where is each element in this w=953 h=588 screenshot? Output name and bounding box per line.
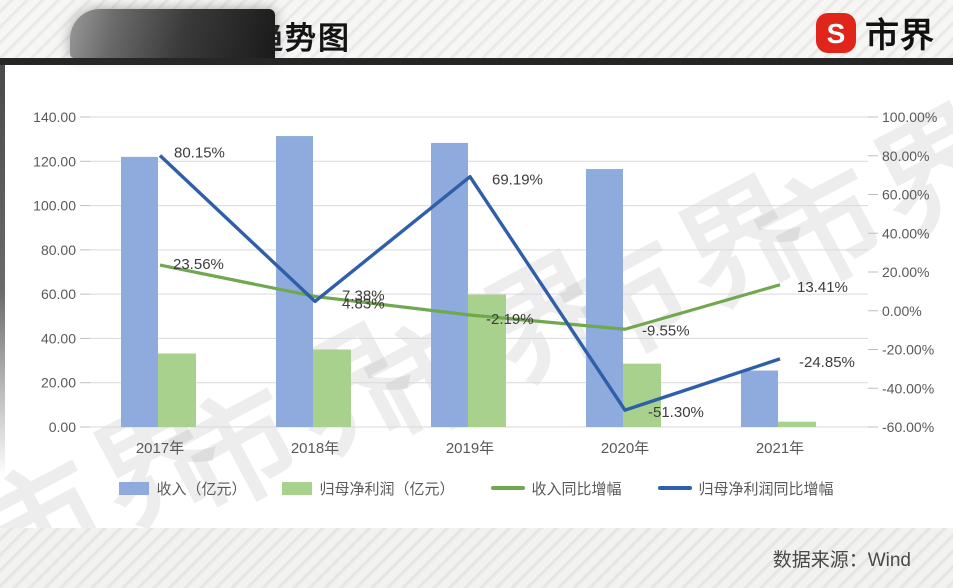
line-revenue-growth [159,263,781,331]
combo-chart: 140.00 120.00 100.00 80.00 60.00 40.00 20.00 0.… [33,109,937,457]
label-revenue-growth: -2.19% [486,311,534,328]
left-axis-tick-label: 100.00 [33,198,76,214]
legend-label-revenue-bar: 收入（亿元） [156,480,247,498]
bar-revenue [121,156,158,427]
x-axis-label: 2018年 [291,440,339,457]
legend-item-revenue-bar: 收入（亿元） [119,478,246,499]
right-axis-tick-label: 40.00% [882,225,929,241]
dark-overlay-object [70,9,275,58]
label-profit-growth: -24.85% [799,354,855,371]
right-axis-tick-label: -60.00% [882,419,934,435]
left-axis-tick-label: 0.00 [49,419,76,435]
chart-legend: 收入（亿元） 归母净利润（亿元） 收入同比增幅 归母净利润同比增幅 [0,476,953,500]
right-axis-tick-label: 0.00% [882,303,922,319]
svg-text:S: S [827,18,846,49]
left-edge-shadow [0,65,5,477]
footer-bar: 数据来源：Wind [0,528,953,588]
legend-item-revenue-growth-line: 收入同比增幅 [490,478,622,499]
x-axis-label: 2020年 [601,440,649,457]
legend-item-profit-bar: 归母净利润（亿元） [282,478,455,499]
x-axis-label: 2019年 [446,440,494,457]
legend-swatch-revenue-growth-line [490,486,525,490]
left-axis-tick-label: 60.00 [41,286,76,302]
header-bar: 趋势图 S 市界 [0,0,953,58]
bar-revenue [741,370,778,427]
label-profit-growth: -51.30% [648,404,704,421]
left-axis-tick-label: 40.00 [41,330,76,346]
left-axis-tick-label: 140.00 [33,109,76,125]
legend-label-profit-growth-line: 归母净利润同比增幅 [698,480,834,498]
bar-profit [623,363,661,427]
legend-swatch-revenue-bar [119,481,150,495]
bar-profit [158,353,196,427]
right-axis-tick-label: -40.00% [882,380,934,396]
left-axis-tick-label: 80.00 [41,242,76,258]
brand-logo-icon: S [816,12,856,53]
legend-label-profit-bar: 归母净利润（亿元） [319,480,455,498]
bar-profit [778,421,816,427]
right-axis-tick-label: 80.00% [882,148,929,164]
label-revenue-growth: 13.41% [797,279,848,296]
brand-logo: S 市界 [815,8,935,57]
bar-profit [313,349,351,427]
label-revenue-growth: 7.38% [342,287,385,304]
legend-item-profit-growth-line: 归母净利润同比增幅 [657,478,834,499]
bar-revenue [586,169,623,427]
right-axis-tick-label: 60.00% [882,187,929,203]
x-axis-label: 2017年 [136,440,184,457]
label-profit-growth: 80.15% [174,144,225,161]
label-revenue-growth: 23.56% [173,256,224,273]
data-source-label: 数据来源：Wind [772,549,911,571]
legend-swatch-profit-growth-line [657,486,692,490]
label-revenue-growth: -9.55% [642,322,690,339]
line-profit-growth [158,154,781,412]
legend-swatch-profit-bar [282,481,313,495]
left-axis-tick-label: 120.00 [33,153,76,169]
header-divider [0,58,953,65]
label-profit-growth: 69.19% [492,172,543,189]
legend-label-revenue-growth-line: 收入同比增幅 [531,480,622,498]
chart-area: 市界 市界 市界 市界 市界 140.00120.00100.0080.0060… [0,65,953,588]
right-axis-tick-label: 100.00% [882,109,937,125]
brand-logo-text: 市界 [865,17,935,55]
right-axis-tick-label: 20.00% [882,264,929,280]
bar-revenue [431,142,468,427]
x-axis-label: 2021年 [756,440,804,457]
right-axis-tick-label: -20.00% [882,342,934,358]
left-axis-tick-label: 20.00 [41,375,76,391]
label-profit-growth: 4.83% [342,295,385,312]
